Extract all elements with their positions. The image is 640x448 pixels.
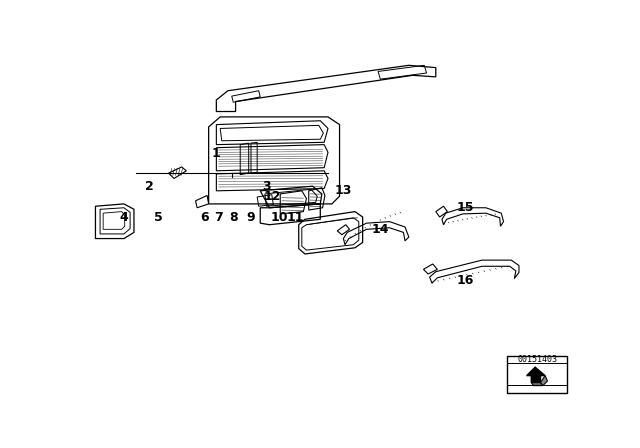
Text: 2: 2 <box>145 180 154 193</box>
Text: 13: 13 <box>335 184 352 197</box>
Text: 16: 16 <box>456 275 474 288</box>
Text: 3: 3 <box>262 180 271 193</box>
Text: 11: 11 <box>286 211 303 224</box>
Text: 7: 7 <box>214 211 223 224</box>
Text: 12: 12 <box>264 190 282 203</box>
Text: 1: 1 <box>212 147 221 160</box>
Text: 8: 8 <box>229 211 237 224</box>
Text: 10: 10 <box>271 211 288 224</box>
Polygon shape <box>541 375 547 386</box>
Text: 9: 9 <box>246 211 255 224</box>
Text: 00151403: 00151403 <box>518 355 557 364</box>
Text: 6: 6 <box>200 211 209 224</box>
Text: 14: 14 <box>372 223 389 236</box>
Polygon shape <box>531 383 543 386</box>
Text: 5: 5 <box>154 211 163 224</box>
Polygon shape <box>527 367 545 383</box>
Text: 4: 4 <box>120 211 129 224</box>
Text: 15: 15 <box>456 201 474 214</box>
Bar <box>508 356 568 392</box>
